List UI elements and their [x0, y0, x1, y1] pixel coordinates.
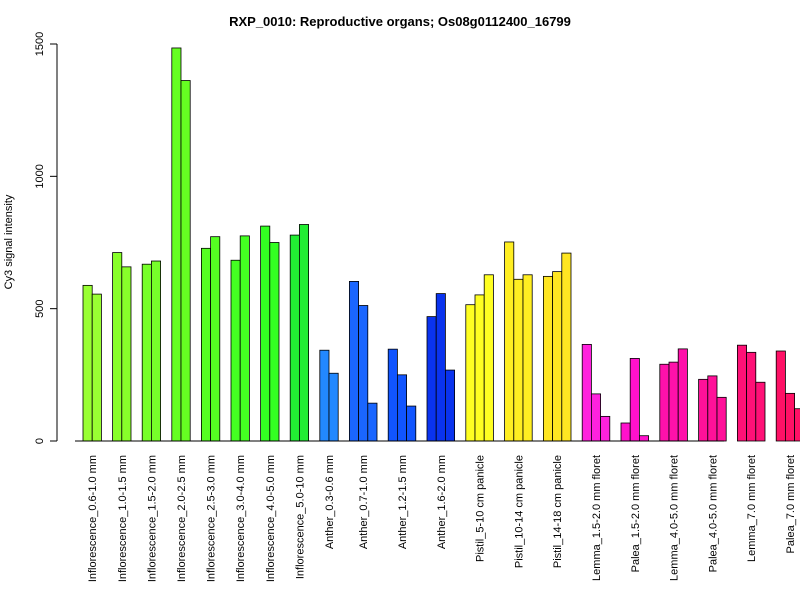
bar	[698, 378, 709, 442]
bar	[677, 348, 688, 442]
bar	[639, 435, 650, 442]
category-labels: Inflorescence_0.6-1.0 mm Inflorescence_1.…	[87, 455, 797, 582]
bar	[716, 396, 727, 442]
bar	[543, 275, 554, 442]
category-label: Lemma_7.0 mm floret	[746, 455, 758, 562]
category-label: Anther_1.6-2.0 mm	[436, 455, 448, 549]
category-label: Inflorescence_5.0-10 mm	[294, 455, 306, 579]
bar	[112, 252, 123, 442]
bar	[171, 47, 182, 442]
bar	[513, 278, 524, 442]
y-axis: 0 500 1000 1500	[34, 32, 58, 444]
category-label: Anther_1.2-1.5 mm	[397, 455, 409, 549]
bar	[444, 369, 455, 442]
bar	[755, 381, 766, 442]
bar	[465, 304, 476, 442]
category-label: Inflorescence_2.5-3.0 mm	[206, 455, 218, 582]
bar	[230, 259, 241, 442]
bar	[561, 252, 572, 442]
bar	[794, 408, 800, 442]
bar	[620, 422, 631, 442]
bar	[581, 343, 592, 442]
bar	[668, 361, 679, 442]
bar	[406, 405, 417, 442]
category-label: Inflorescence_0.6-1.0 mm	[87, 455, 99, 582]
category-label: Palea_1.5-2.0 mm floret	[630, 455, 642, 572]
bar	[367, 402, 378, 442]
category-label: Anther_0.3-0.6 mm	[324, 455, 336, 549]
bar	[358, 305, 369, 442]
y-tick-label: 500	[34, 299, 46, 317]
category-label: Inflorescence_4.0-5.0 mm	[265, 455, 277, 582]
bar	[141, 263, 152, 442]
category-label: Lemma_4.0-5.0 mm floret	[669, 455, 681, 581]
bar	[552, 271, 563, 442]
bar	[387, 348, 398, 442]
chart-title: RXP_0010: Reproductive organs; Os08g0112…	[229, 14, 571, 29]
bar	[150, 260, 161, 442]
bar	[289, 234, 300, 442]
bar	[426, 316, 437, 442]
bar	[91, 293, 102, 442]
category-label: Palea_7.0 mm floret	[785, 455, 797, 553]
bar	[474, 294, 485, 442]
bar	[210, 236, 221, 442]
bar	[269, 242, 280, 442]
bar	[121, 266, 132, 442]
bar	[504, 241, 515, 442]
bar	[180, 80, 191, 442]
bar	[328, 372, 339, 442]
bar	[659, 363, 670, 442]
bar	[483, 274, 494, 442]
bar	[319, 349, 330, 442]
bar	[200, 247, 211, 442]
y-axis-label: Cy3 signal intensity	[3, 194, 15, 289]
bar	[775, 350, 786, 442]
y-tick-label: 1000	[34, 164, 46, 188]
category-label: Pistil_14-18 cm panicle	[552, 455, 564, 568]
y-tick-label: 1500	[34, 32, 46, 56]
y-tick-label: 0	[34, 438, 46, 444]
bar	[260, 225, 271, 442]
bar	[785, 392, 796, 442]
category-label: Inflorescence_2.0-2.5 mm	[176, 455, 188, 582]
category-label: Anther_0.7-1.0 mm	[358, 455, 370, 549]
category-label: Lemma_1.5-2.0 mm floret	[591, 455, 603, 581]
bar	[737, 344, 748, 442]
bar	[746, 351, 757, 442]
bar	[239, 235, 250, 442]
bar	[629, 358, 640, 442]
category-label: Palea_4.0-5.0 mm floret	[707, 455, 719, 572]
category-label: Inflorescence_3.0-4.0 mm	[235, 455, 247, 582]
category-label: Inflorescence_1.0-1.5 mm	[117, 455, 129, 582]
bar	[348, 281, 359, 442]
category-label: Pistil_10-14 cm panicle	[513, 455, 525, 568]
bars	[82, 47, 800, 442]
bar	[600, 415, 611, 442]
bar	[82, 284, 93, 442]
bar	[591, 393, 602, 442]
bar	[298, 224, 309, 442]
bar	[707, 375, 718, 442]
bar	[522, 274, 533, 442]
category-label: Inflorescence_1.5-2.0 mm	[146, 455, 158, 582]
category-label: Pistil_5-10 cm panicle	[475, 455, 487, 562]
bar	[435, 293, 446, 442]
bar	[396, 374, 407, 442]
